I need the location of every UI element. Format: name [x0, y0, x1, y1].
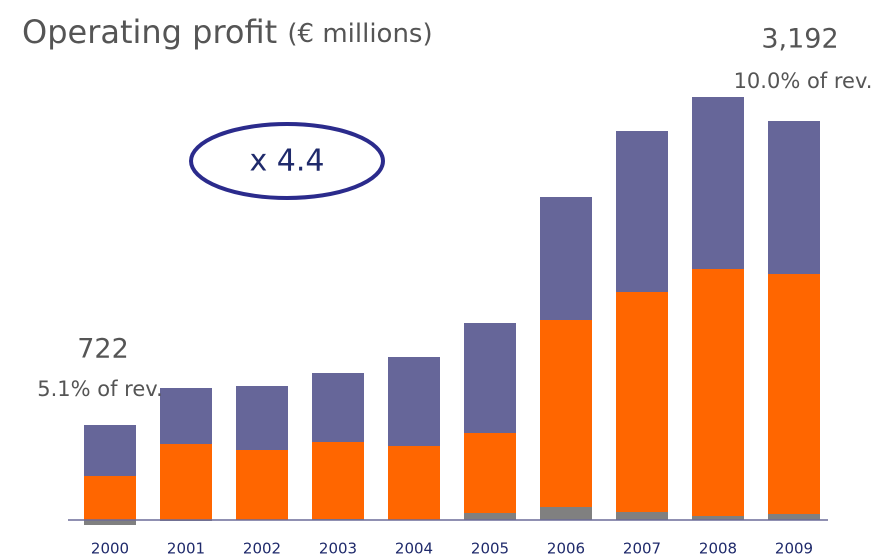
x-tick-label: 2007	[623, 540, 661, 558]
bar-segment	[236, 450, 288, 520]
title-main: Operating profit	[22, 13, 277, 51]
bar-segment	[540, 320, 592, 507]
bar-segment	[692, 269, 744, 516]
bar-segment	[692, 97, 744, 269]
bar-segment	[312, 442, 364, 519]
bar-segment	[768, 121, 820, 274]
title-unit: (€ millions)	[287, 19, 432, 49]
bar-segment	[616, 512, 668, 520]
annotation-total: 3,192	[761, 24, 838, 55]
annotation-share: 5.1% of rev.	[37, 377, 163, 401]
x-tick-label: 2004	[395, 540, 433, 558]
ratio-label: x 4.4	[250, 144, 325, 179]
annotation-total: 722	[77, 334, 129, 365]
bar-segment	[768, 274, 820, 514]
bar-segment	[540, 197, 592, 320]
chart-title: Operating profit (€ millions)	[22, 13, 433, 51]
bar-segment	[616, 131, 668, 292]
x-tick-label: 2002	[243, 540, 281, 558]
x-tick-label: 2003	[319, 540, 357, 558]
bar-segment	[312, 373, 364, 442]
bar-segment	[160, 388, 212, 444]
bar-segment	[388, 446, 440, 520]
bar-segment	[464, 513, 516, 520]
bar-segment	[236, 386, 288, 450]
x-tick-label: 2001	[167, 540, 205, 558]
bar-segment	[464, 323, 516, 433]
x-tick-label: 2006	[547, 540, 585, 558]
bar-segment	[84, 476, 136, 520]
bar-segment	[464, 433, 516, 513]
x-tick-label: 2009	[775, 540, 813, 558]
x-tick-label: 2005	[471, 540, 509, 558]
bar-segment	[692, 516, 744, 520]
ratio-ellipse	[189, 122, 385, 200]
bar-segment	[540, 507, 592, 520]
bar-segment	[160, 444, 212, 520]
x-tick-label: 2008	[699, 540, 737, 558]
bar-segment	[84, 425, 136, 476]
x-tick-label: 2000	[91, 540, 129, 558]
bar-segment	[388, 357, 440, 446]
bar-segment	[84, 520, 136, 525]
bar-segment	[616, 292, 668, 512]
bar-segment	[768, 514, 820, 520]
annotation-share: 10.0% of rev.	[734, 69, 873, 93]
